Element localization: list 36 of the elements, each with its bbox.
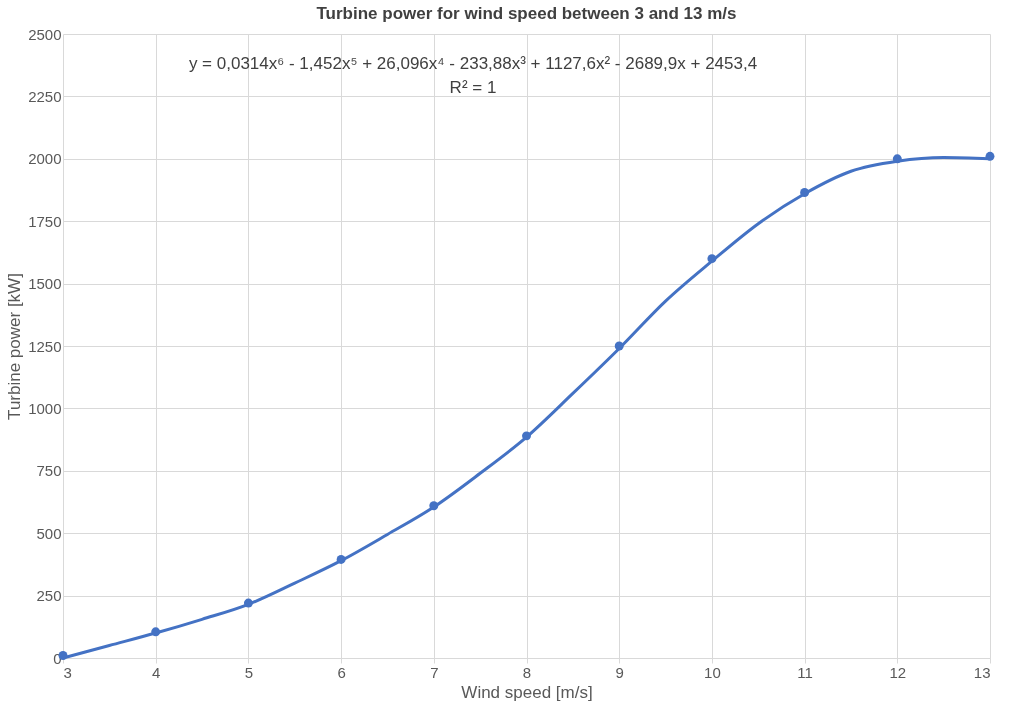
x-axis-title: Wind speed [m/s] bbox=[461, 682, 593, 702]
chart-title: Turbine power for wind speed between 3 and 13 m/s bbox=[316, 4, 737, 23]
y-tick-label: 1750 bbox=[28, 212, 62, 230]
point bbox=[243, 598, 253, 608]
x-tick-label: 9 bbox=[615, 663, 624, 681]
point bbox=[151, 627, 161, 637]
x-tick-label: 4 bbox=[152, 663, 161, 681]
point bbox=[892, 154, 902, 164]
x-tick-label: 13 bbox=[973, 663, 991, 681]
y-tick-label: 2500 bbox=[28, 25, 62, 43]
point bbox=[800, 188, 810, 197]
point bbox=[429, 501, 439, 511]
x-tick-label: 10 bbox=[704, 663, 721, 681]
point bbox=[336, 554, 346, 564]
point bbox=[614, 341, 624, 351]
y-axis-title: Turbine power [kW] bbox=[5, 273, 25, 420]
x-tick-label: 5 bbox=[244, 663, 254, 681]
x-tick-label: 8 bbox=[522, 663, 532, 681]
x-tick-label: 7 bbox=[430, 663, 439, 681]
x-tick-label: 12 bbox=[889, 663, 907, 681]
y-tick-label: 2250 bbox=[28, 87, 62, 105]
point bbox=[707, 254, 717, 264]
y-tick-label: 1500 bbox=[28, 275, 62, 293]
y-tick-label: 750 bbox=[36, 462, 62, 480]
x-tick-label: 3 bbox=[63, 663, 72, 681]
annotation: y = 0,0314x⁶ - 1,452x⁵ + 26,096x⁴ - 233,88x³ + 1127,6x² - 2689,9x + 2453,4 bbox=[188, 54, 758, 73]
y-tick-label: 2000 bbox=[28, 150, 62, 168]
y-tick-label: 250 bbox=[36, 587, 62, 605]
y-tick-label: 1250 bbox=[28, 337, 62, 355]
x-tick-label: 11 bbox=[797, 663, 813, 681]
y-tick-label: 500 bbox=[36, 524, 62, 542]
x-tick-label: 6 bbox=[337, 663, 346, 681]
y-tick-label: 1000 bbox=[28, 399, 62, 417]
point bbox=[522, 431, 531, 441]
point bbox=[985, 151, 995, 161]
annotation: R² = 1 bbox=[449, 78, 497, 97]
